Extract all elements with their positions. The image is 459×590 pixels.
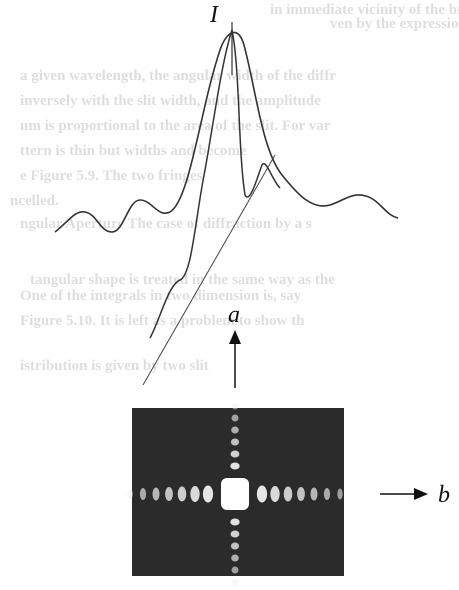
spot	[202, 485, 214, 503]
ghost-text-line: ngular Aperture The case of diffraction …	[20, 216, 312, 232]
spot	[139, 488, 147, 500]
ghost-text-line: ven by the expression	[330, 16, 459, 32]
spot	[230, 462, 240, 470]
arrowhead	[414, 488, 428, 500]
spot	[297, 487, 305, 501]
ghost-text-line: tangular shape is treated in the same wa…	[30, 272, 335, 288]
spot	[230, 530, 240, 538]
arrowhead	[229, 330, 241, 344]
spot	[127, 488, 133, 500]
spot	[230, 450, 240, 458]
spot	[310, 487, 318, 501]
spot	[231, 426, 239, 434]
spot	[231, 554, 239, 562]
ghost-text-line: um is proportional to the area of the sl…	[20, 118, 331, 134]
ghost-text-line: a given wavelength, the angular width of…	[20, 68, 336, 84]
spot	[270, 486, 280, 502]
central-spot	[221, 478, 249, 510]
spot	[256, 485, 268, 503]
ghost-text-line: istribution is given by two slit	[20, 358, 209, 374]
spot	[230, 518, 240, 526]
ghost-text-line: Figure 5.10. It is left as a problem to …	[20, 313, 305, 329]
ghost-text-line: inversely with the slit width, and the a…	[20, 93, 321, 109]
diffraction-pattern	[127, 402, 343, 586]
ghost-text-line: in immediate vicinity of the bright frin…	[270, 2, 459, 18]
spot	[152, 487, 160, 501]
diagonal-line	[142, 154, 276, 386]
spot	[165, 487, 173, 501]
ghost-text-line: e Figure 5.9. The two fringes	[20, 168, 203, 184]
spot	[231, 578, 239, 586]
ghost-text-line: One of the integrals in two dimension is…	[20, 288, 302, 304]
secondary-curve	[149, 27, 281, 339]
axis-label-b: b	[438, 482, 450, 508]
spot	[323, 488, 331, 500]
spot	[230, 438, 240, 446]
spot	[230, 542, 240, 550]
ghost-text-line: ncelled.	[10, 193, 59, 209]
axis-label-a: a	[228, 302, 240, 328]
intensity-label: I	[209, 2, 219, 28]
show-through-text: in immediate vicinity of the bright frin…	[10, 2, 459, 374]
intensity-curve	[54, 31, 399, 233]
spot	[190, 486, 200, 502]
ghost-text-line: ttern is thin but widths and become	[20, 143, 247, 159]
spot	[337, 488, 343, 500]
spot	[231, 414, 239, 422]
spot	[177, 486, 187, 502]
spot	[283, 486, 293, 502]
spot	[231, 566, 239, 574]
spot	[231, 402, 239, 410]
